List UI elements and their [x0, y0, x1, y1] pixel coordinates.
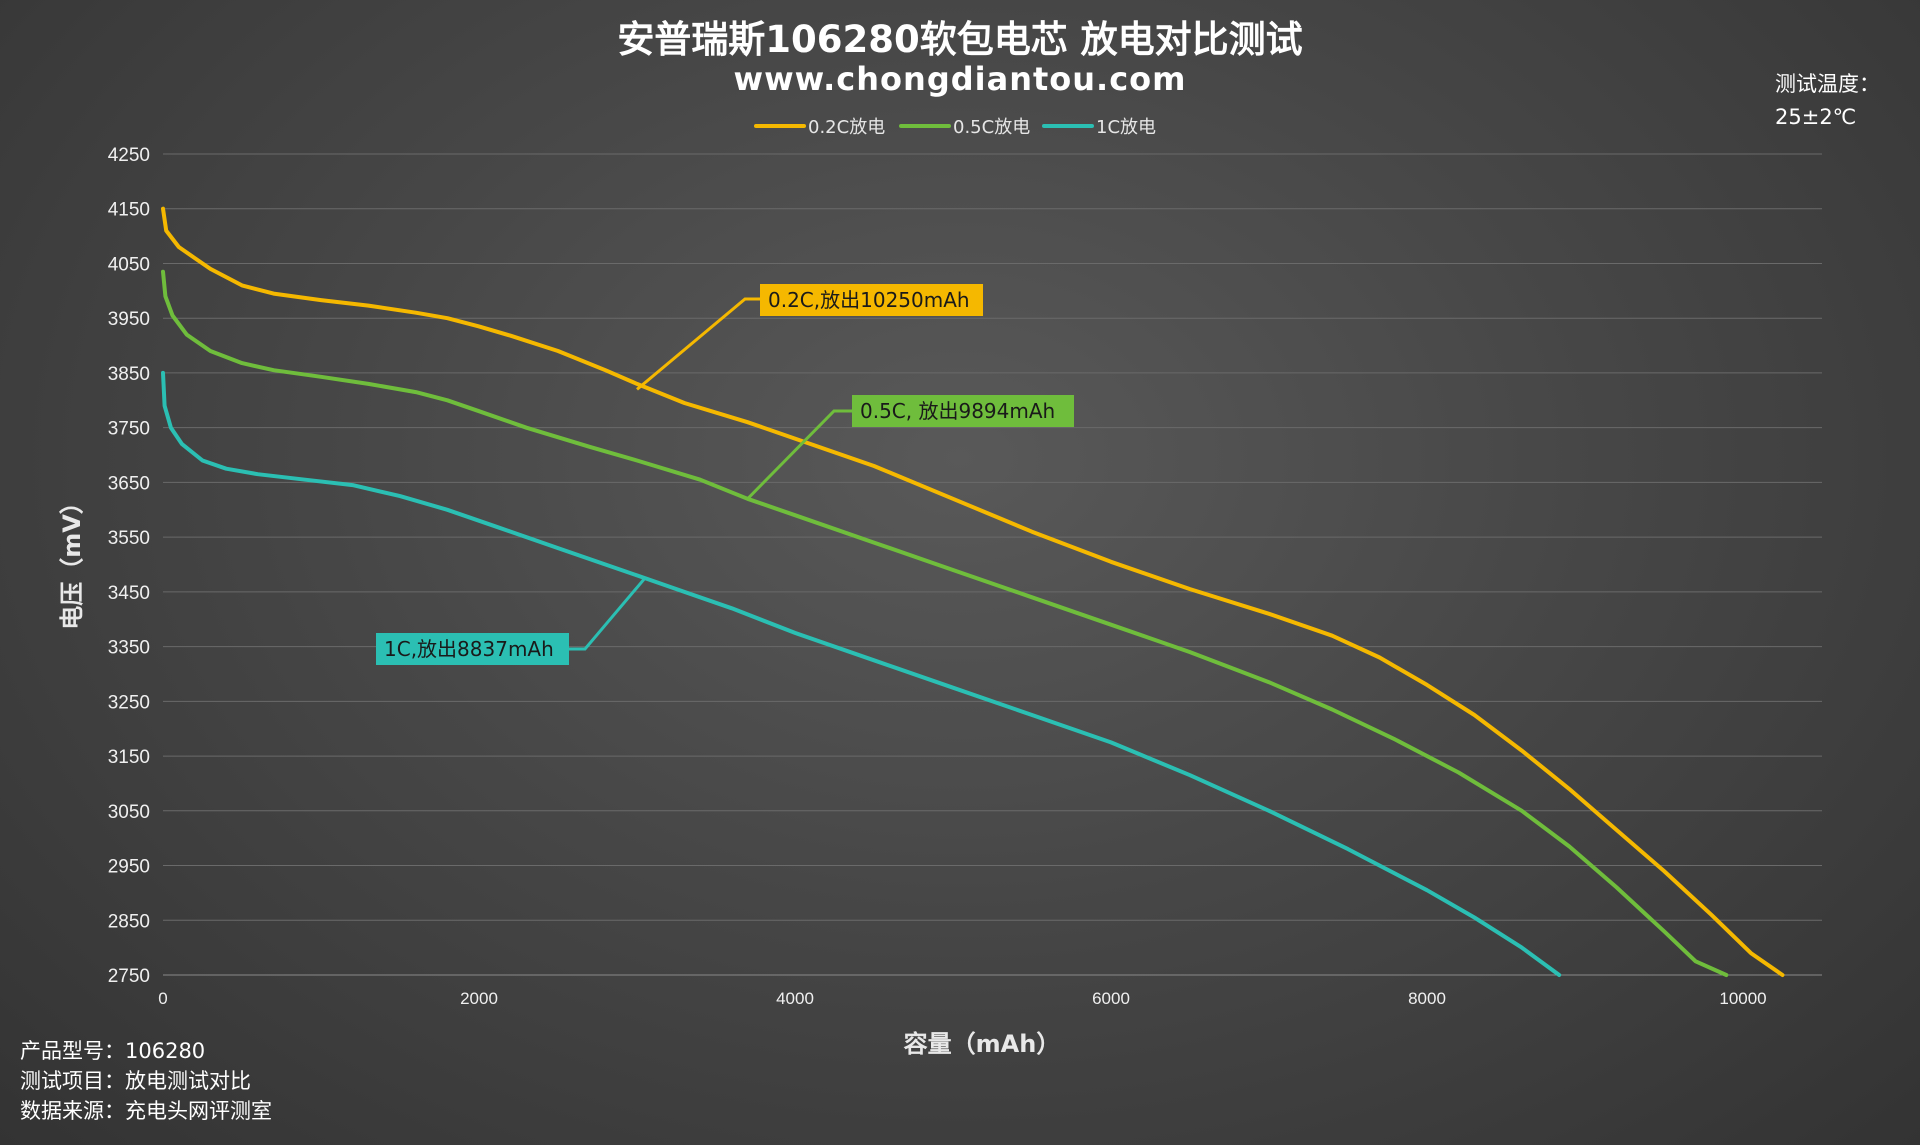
chart-subtitle: www.chongdiantou.com	[734, 60, 1187, 98]
y-tick-label: 2750	[108, 966, 150, 987]
annotation-box	[760, 284, 983, 316]
x-tick-label: 10000	[1719, 989, 1766, 1008]
y-tick-label: 4150	[108, 200, 150, 221]
annotation-box	[852, 395, 1074, 427]
y-tick-label: 3050	[108, 802, 150, 823]
y-tick-label: 3750	[108, 419, 150, 440]
x-tick-label: 6000	[1092, 989, 1130, 1008]
y-tick-label: 4250	[108, 145, 150, 166]
info-source: 数据来源：充电头网评测室	[20, 1099, 272, 1123]
y-tick-label: 3150	[108, 747, 150, 768]
x-tick-label: 0	[158, 989, 167, 1008]
annotation-leader	[569, 577, 647, 651]
y-tick-label: 3950	[108, 309, 150, 330]
y-tick-label: 2950	[108, 857, 150, 878]
y-tick-label: 3250	[108, 692, 150, 713]
annotation-box	[376, 633, 569, 665]
x-axis-title: 容量（mAh）	[904, 1030, 1061, 1058]
legend: 0.2C放电 0.5C放电 1C放电	[754, 117, 1156, 138]
x-axis-ticks: 0 2000 4000 6000 8000 10000	[158, 989, 1766, 1008]
annotation-label: 0.5C, 放出9894mAh	[860, 399, 1055, 423]
y-tick-label: 2850	[108, 911, 150, 932]
annotation-leader	[746, 409, 852, 500]
y-tick-label: 3450	[108, 583, 150, 604]
chart-title: 安普瑞斯106280软包电芯 放电对比测试	[617, 18, 1302, 61]
annotation-label: 0.2C,放出10250mAh	[768, 288, 970, 312]
y-tick-label: 3650	[108, 473, 150, 494]
series-line	[161, 370, 1562, 977]
annotation-label: 1C,放出8837mAh	[384, 637, 554, 661]
y-tick-label: 3850	[108, 364, 150, 385]
annotations: 0.2C,放出10250mAh 0.5C, 放出9894mAh 1C,放出8837m…	[376, 284, 1074, 665]
y-tick-label: 3350	[108, 638, 150, 659]
y-axis-ticks: 4250 4150 4050 3950 3850 3750 3650 3550 3450 3350…	[108, 145, 150, 987]
temperature-label: 测试温度：	[1775, 72, 1880, 96]
x-tick-label: 8000	[1408, 989, 1446, 1008]
info-model: 产品型号：106280	[20, 1039, 206, 1063]
y-axis-title: 电压（mV）	[58, 490, 86, 630]
legend-label: 1C放电	[1096, 117, 1156, 138]
series-line	[161, 269, 1729, 977]
series-line	[161, 206, 1785, 977]
y-tick-label: 4050	[108, 254, 150, 275]
x-tick-label: 2000	[460, 989, 498, 1008]
legend-label: 0.5C放电	[953, 117, 1030, 138]
temperature-value: 25±2℃	[1775, 105, 1857, 129]
temperature-note: 测试温度： 25±2℃	[1775, 68, 1880, 134]
info-item: 测试项目：放电测试对比	[20, 1069, 251, 1093]
info-block: 产品型号：106280 测试项目：放电测试对比 数据来源：充电头网评测室	[20, 1036, 272, 1126]
x-tick-label: 4000	[776, 989, 814, 1008]
annotation-leader	[636, 297, 760, 391]
legend-label: 0.2C放电	[808, 117, 885, 138]
y-tick-label: 3550	[108, 528, 150, 549]
